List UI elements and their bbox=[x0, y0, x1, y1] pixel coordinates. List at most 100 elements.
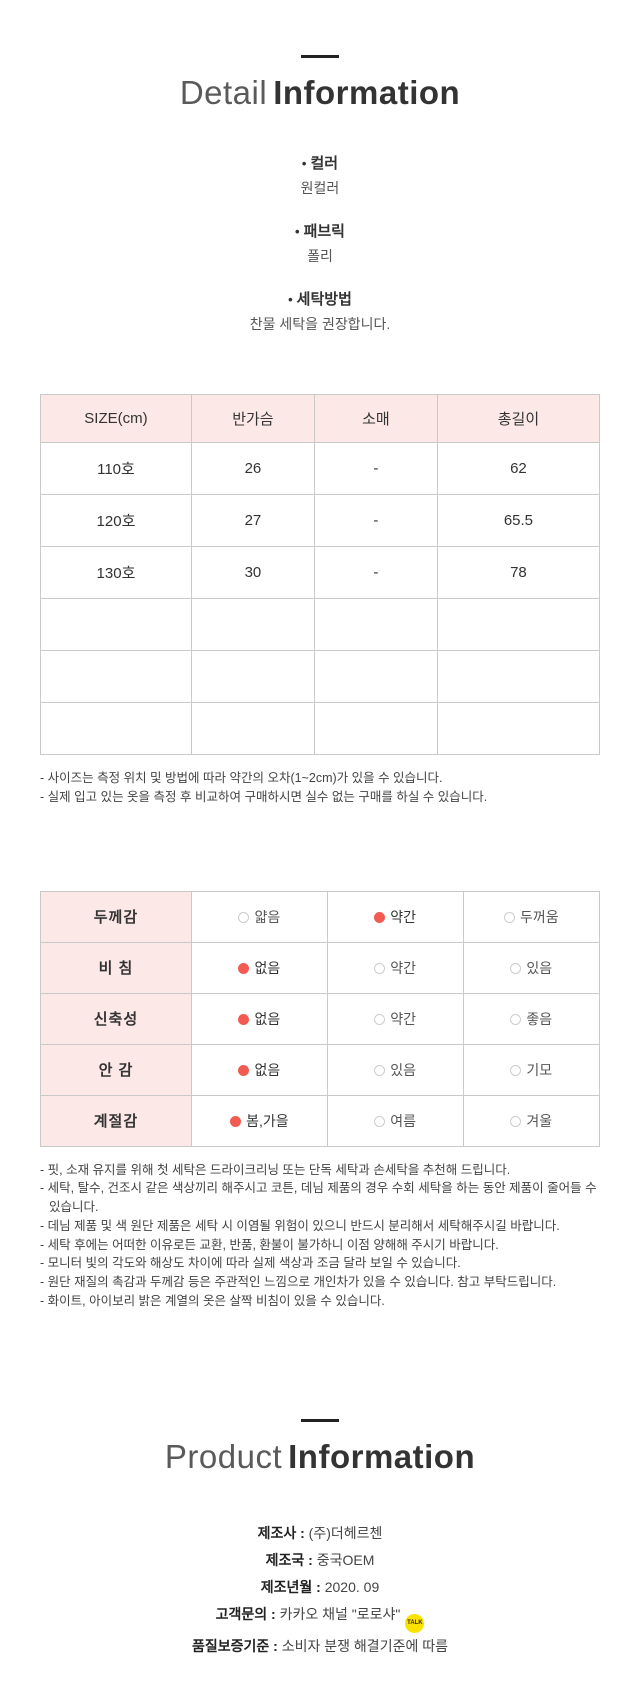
note-line: - 화이트, 아이보리 밝은 계열의 옷은 살짝 비침이 있을 수 있습니다. bbox=[40, 1293, 385, 1308]
size-col-header: SIZE(cm) bbox=[40, 394, 192, 443]
radio-icon bbox=[374, 911, 386, 923]
radio-icon bbox=[503, 911, 515, 923]
attr-label: 신축성 bbox=[40, 992, 192, 1045]
attr-option[interactable]: 겨울 bbox=[462, 1094, 601, 1147]
info-line-label: 제조국 bbox=[265, 1551, 305, 1568]
size-cell: - bbox=[313, 442, 438, 495]
info-value: 폴리 bbox=[307, 248, 333, 264]
attr-option[interactable]: 봄,가을 bbox=[190, 1094, 328, 1147]
size-table: SIZE(cm) 반가슴 소매 총길이 110호 26 - 62 120호 27… bbox=[40, 394, 601, 755]
attr-option[interactable]: 없음 bbox=[190, 941, 328, 994]
radio-icon bbox=[238, 1013, 250, 1025]
attr-option[interactable]: 약간 bbox=[326, 992, 464, 1045]
size-cell: 130호 bbox=[40, 546, 192, 599]
separator: : bbox=[304, 1551, 317, 1568]
note-line: - 핏, 소재 유지를 위해 첫 세탁은 드라이크리닝 또는 단독 세탁과 손세… bbox=[40, 1162, 511, 1177]
option-label: 좋음 bbox=[526, 1010, 553, 1027]
size-col-header: 총길이 bbox=[436, 394, 601, 443]
table-row bbox=[40, 702, 601, 755]
option-label: 약간 bbox=[390, 1010, 417, 1027]
size-cell bbox=[313, 702, 438, 755]
attr-label: 안 감 bbox=[40, 1043, 192, 1096]
note-line: - 모니터 빛의 각도와 해상도 차이에 따라 실제 색상과 조금 달라 보일 … bbox=[40, 1256, 461, 1271]
size-cell bbox=[190, 598, 315, 651]
size-cell: - bbox=[313, 494, 438, 547]
detail-information-header: Detail Information bbox=[40, 55, 600, 112]
attr-option[interactable]: 없음 bbox=[190, 1043, 328, 1096]
info-line-country: 제조국 : 중국OEM bbox=[40, 1547, 600, 1574]
attr-option[interactable]: 약간 bbox=[326, 941, 464, 994]
radio-icon bbox=[238, 962, 250, 974]
info-line-value: 소비자 분쟁 해결기준에 따름 bbox=[281, 1637, 448, 1654]
size-cell: 26 bbox=[190, 442, 315, 495]
radio-icon bbox=[374, 1013, 386, 1025]
info-item-color: • 컬러 원컬러 bbox=[40, 152, 600, 198]
attr-option[interactable]: 기모 bbox=[462, 1043, 601, 1096]
attr-option[interactable]: 여름 bbox=[326, 1094, 464, 1147]
info-value: 원컬러 bbox=[300, 180, 340, 196]
info-label: • 세탁방법 bbox=[40, 288, 600, 309]
note-line: - 사이즈는 측정 위치 및 방법에 따라 약간의 오차(1~2cm)가 있을 … bbox=[40, 771, 443, 785]
option-label: 기모 bbox=[526, 1061, 553, 1078]
attr-option[interactable]: 있음 bbox=[462, 941, 601, 994]
attr-option[interactable]: 있음 bbox=[326, 1043, 464, 1096]
size-cell bbox=[190, 702, 315, 755]
option-label: 없음 bbox=[254, 959, 281, 976]
radio-icon bbox=[374, 1115, 386, 1127]
size-col-header: 반가슴 bbox=[190, 394, 315, 443]
attr-label: 비 침 bbox=[40, 941, 192, 994]
option-label: 여름 bbox=[390, 1112, 417, 1129]
bullet-icon: • bbox=[301, 156, 307, 171]
option-label: 있음 bbox=[526, 959, 553, 976]
radio-icon bbox=[238, 1064, 250, 1076]
table-row: 120호 27 - 65.5 bbox=[40, 494, 601, 547]
header-divider bbox=[301, 1418, 339, 1422]
size-cell: 110호 bbox=[40, 442, 192, 495]
table-row: 130호 30 - 78 bbox=[40, 546, 601, 599]
radio-icon bbox=[374, 962, 386, 974]
info-label-text: 세탁방법 bbox=[296, 291, 352, 308]
table-row-elasticity: 신축성 없음 약간 좋음 bbox=[40, 992, 601, 1045]
table-row-season: 계절감 봄,가을 여름 겨울 bbox=[40, 1094, 601, 1147]
option-label: 있음 bbox=[390, 1061, 417, 1078]
info-item-wash: • 세탁방법 찬물 세탁을 권장합니다. bbox=[40, 288, 600, 334]
option-label: 약간 bbox=[390, 908, 417, 925]
size-cell: - bbox=[313, 546, 438, 599]
attr-option[interactable]: 두꺼움 bbox=[462, 890, 601, 943]
size-cell: 78 bbox=[436, 546, 601, 599]
size-col-header: 소매 bbox=[313, 394, 438, 443]
size-cell: 120호 bbox=[40, 494, 192, 547]
info-line-value: 2020. 09 bbox=[324, 1578, 380, 1595]
attr-option[interactable]: 좋음 bbox=[462, 992, 601, 1045]
option-label: 얇음 bbox=[254, 908, 281, 925]
attr-option[interactable]: 없음 bbox=[190, 992, 328, 1045]
size-table-notes: - 사이즈는 측정 위치 및 방법에 따라 약간의 오차(1~2cm)가 있을 … bbox=[40, 769, 600, 807]
option-label: 없음 bbox=[254, 1061, 281, 1078]
kakaotalk-icon: TALK bbox=[405, 1613, 425, 1633]
note-line: - 세탁 후에는 어떠한 이유로든 교환, 반품, 환불이 불가하니 이점 양해… bbox=[40, 1237, 499, 1252]
separator: : bbox=[267, 1605, 280, 1622]
table-row bbox=[40, 650, 601, 703]
radio-icon bbox=[230, 1115, 242, 1127]
product-attributes-summary: • 컬러 원컬러 • 패브릭 폴리 • 세탁방법 찬물 세탁을 권장합니다. bbox=[40, 152, 600, 334]
attr-option[interactable]: 약간 bbox=[326, 890, 464, 943]
separator: : bbox=[269, 1637, 282, 1654]
table-row-lining: 안 감 없음 있음 기모 bbox=[40, 1043, 601, 1096]
size-cell bbox=[40, 702, 192, 755]
attr-label: 계절감 bbox=[40, 1094, 192, 1147]
note-line: - 실제 입고 있는 옷을 측정 후 비교하여 구매하시면 실수 없는 구매를 … bbox=[40, 789, 488, 804]
size-cell: 65.5 bbox=[436, 494, 601, 547]
title-bold-part: Information bbox=[288, 1437, 476, 1475]
info-value: 찬물 세탁을 권장합니다. bbox=[249, 316, 391, 332]
bullet-icon: • bbox=[288, 292, 293, 307]
option-label: 겨울 bbox=[526, 1112, 553, 1129]
size-cell bbox=[40, 650, 192, 703]
product-information-header: Product Information bbox=[40, 1418, 600, 1476]
attr-option[interactable]: 얇음 bbox=[190, 890, 328, 943]
separator: : bbox=[312, 1578, 325, 1595]
info-label-text: 패브릭 bbox=[303, 223, 345, 240]
size-cell bbox=[313, 598, 438, 651]
care-notes: - 핏, 소재 유지를 위해 첫 세탁은 드라이크리닝 또는 단독 세탁과 손세… bbox=[40, 1161, 600, 1311]
note-line: - 세탁, 탈수, 건조시 같은 색상끼리 해주시고 코튼, 데님 제품의 경우… bbox=[40, 1181, 597, 1214]
